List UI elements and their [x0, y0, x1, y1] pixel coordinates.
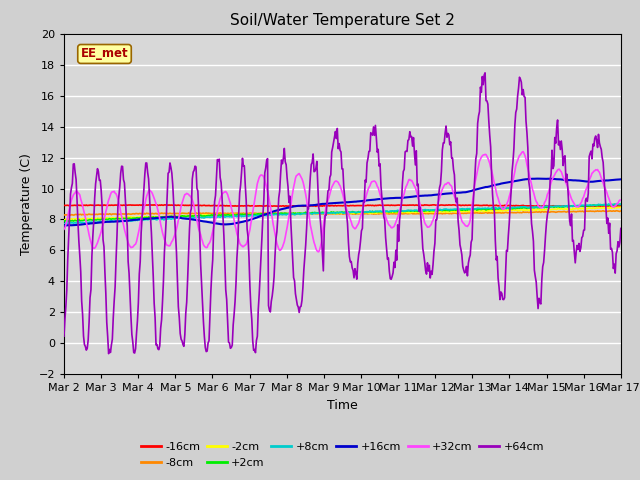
Y-axis label: Temperature (C): Temperature (C) [20, 153, 33, 255]
X-axis label: Time: Time [327, 399, 358, 412]
Title: Soil/Water Temperature Set 2: Soil/Water Temperature Set 2 [230, 13, 455, 28]
Legend: -16cm, -8cm, -2cm, +2cm, +8cm, +16cm, +32cm, +64cm: -16cm, -8cm, -2cm, +2cm, +8cm, +16cm, +3… [136, 438, 548, 472]
Text: EE_met: EE_met [81, 48, 129, 60]
